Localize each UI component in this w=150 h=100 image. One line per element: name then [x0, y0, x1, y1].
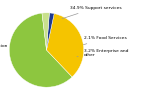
Text: 60.7% Instruction: 60.7% Instruction: [0, 44, 8, 48]
Wedge shape: [9, 13, 72, 87]
Wedge shape: [46, 14, 84, 77]
Text: 2.1% Food Services: 2.1% Food Services: [83, 36, 126, 45]
Wedge shape: [46, 13, 54, 50]
Text: 3.2% Enterprise and
other: 3.2% Enterprise and other: [77, 49, 128, 57]
Wedge shape: [42, 13, 49, 50]
Text: 34.9% Support services: 34.9% Support services: [62, 6, 121, 19]
